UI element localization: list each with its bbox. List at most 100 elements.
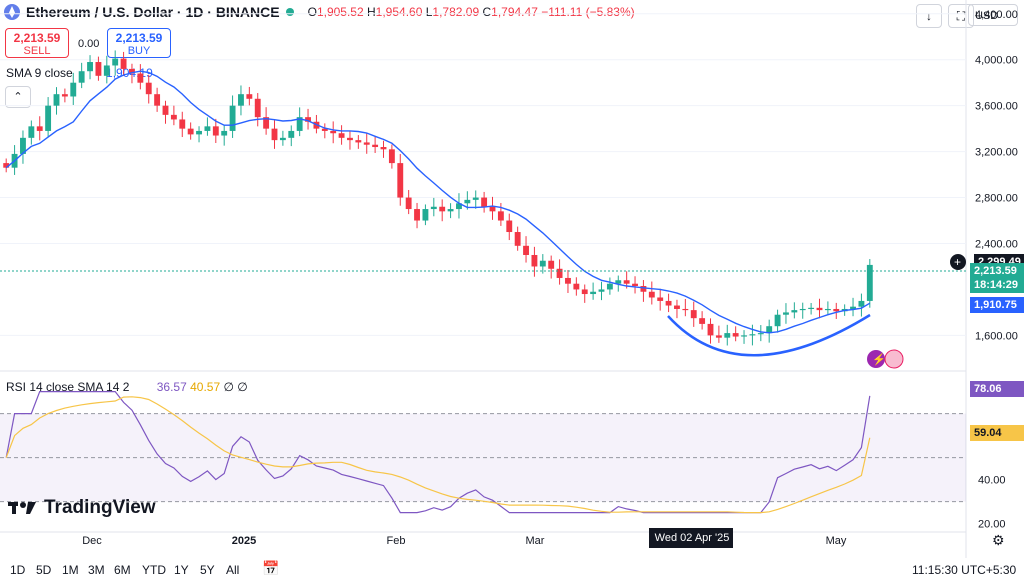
- flash-glyph: ⚡: [872, 353, 886, 366]
- candle-body: [581, 289, 588, 295]
- candle-body: [187, 128, 194, 135]
- clock[interactable]: 11:15:30 UTC+5:30: [912, 563, 1017, 577]
- buy-button[interactable]: 2,213.59 BUY: [107, 28, 171, 58]
- sell-button[interactable]: 2,213.59 SELL: [5, 28, 69, 58]
- candle-body: [221, 130, 228, 136]
- range-ytd[interactable]: YTD: [142, 563, 166, 577]
- top-toolbar: ↓ ⛶: [916, 4, 974, 28]
- fullscreen-icon[interactable]: ⛶: [948, 4, 974, 28]
- candle-body: [439, 206, 446, 212]
- rounded-bottom-annotation: [667, 313, 871, 357]
- candle-body: [95, 62, 102, 76]
- candle-body: [3, 163, 10, 168]
- candle-body: [447, 209, 454, 212]
- candle-body: [757, 333, 764, 335]
- candle-body: [330, 130, 337, 134]
- candle-body: [799, 308, 806, 311]
- candle-body: [741, 335, 747, 337]
- y-tick-label: 4,400.00: [975, 9, 1018, 21]
- candle-body: [271, 128, 278, 141]
- download-icon[interactable]: ↓: [916, 4, 942, 28]
- y-tick-label: 3,200.00: [975, 147, 1018, 159]
- candle-body: [179, 119, 186, 129]
- candle-body: [112, 58, 119, 66]
- currency-select[interactable]: USD: [968, 4, 1018, 26]
- candle-body: [405, 197, 412, 210]
- candle-body: [61, 94, 68, 97]
- candle-body: [850, 306, 856, 309]
- candle-body: [162, 105, 169, 115]
- current-price-label: 2,213.59: [970, 263, 1024, 279]
- range-6m[interactable]: 6M: [114, 563, 131, 577]
- range-5y[interactable]: 5Y: [200, 563, 215, 577]
- range-1y[interactable]: 1Y: [174, 563, 189, 577]
- candle-body: [229, 105, 236, 131]
- candle-body: [665, 300, 672, 306]
- market-status-icon: [285, 8, 294, 16]
- rsi-tick-label: 40.00: [978, 475, 1006, 487]
- candle-body: [397, 163, 404, 198]
- candle-body: [590, 291, 597, 295]
- range-1m[interactable]: 1M: [62, 563, 79, 577]
- candle-body: [715, 335, 722, 338]
- ethereum-icon: [4, 4, 20, 20]
- countdown-label: 18:14:29: [970, 277, 1024, 293]
- candle-body: [279, 137, 286, 141]
- candle-body: [246, 94, 253, 99]
- candle-body: [489, 206, 496, 212]
- y-tick-label: 4,000.00: [975, 55, 1018, 67]
- candle-body: [657, 297, 664, 301]
- candle-body: [456, 203, 462, 210]
- candle-body: [682, 308, 689, 311]
- candle-body: [145, 82, 152, 95]
- collapse-legend-button[interactable]: ⌃: [5, 86, 31, 108]
- candle-body: [288, 130, 295, 138]
- x-tick-label: 2025: [232, 535, 256, 547]
- y-tick-label: 1,600.00: [975, 330, 1018, 342]
- candle-body: [254, 98, 261, 118]
- candle-body: [464, 199, 471, 204]
- candle-body: [808, 307, 815, 309]
- symbol-title[interactable]: Ethereum / U.S. Dollar · 1D · BINANCE: [26, 4, 280, 20]
- rsi-line: [5, 391, 871, 514]
- candle-body: [565, 277, 571, 284]
- rsi-legend[interactable]: RSI 14 close SMA 14 2 36.57 40.57 ∅ ∅: [6, 380, 248, 394]
- candle-body: [296, 117, 303, 131]
- candle-body: [103, 65, 110, 76]
- candle-body: [548, 260, 555, 269]
- range-5d[interactable]: 5D: [36, 563, 52, 577]
- candle-body: [523, 245, 529, 255]
- x-tick-label: May: [826, 535, 847, 547]
- range-all[interactable]: All: [226, 563, 240, 577]
- candle-body: [204, 126, 211, 131]
- candle-body: [212, 126, 219, 136]
- rsi-sma-line: [5, 396, 871, 514]
- tradingview-logo[interactable]: TradingView: [8, 497, 156, 519]
- candle-body: [472, 197, 479, 200]
- candle-body: [238, 94, 244, 106]
- candle-body: [707, 323, 714, 336]
- settings-icon[interactable]: ⚙: [992, 532, 1005, 548]
- spread-value: 0.00: [78, 38, 100, 50]
- candle-body: [816, 307, 823, 311]
- candle-body: [858, 300, 865, 307]
- candle-body: [573, 283, 580, 290]
- candle-body: [749, 334, 756, 336]
- range-3m[interactable]: 3M: [88, 563, 105, 577]
- candle-body: [45, 105, 52, 131]
- rsi-value-label: 78.06: [970, 381, 1024, 397]
- candle-body: [791, 310, 798, 313]
- range-1d[interactable]: 1D: [10, 563, 26, 577]
- y-tick-label: 2,800.00: [975, 193, 1018, 205]
- candle-body: [539, 260, 546, 267]
- plus-glyph: +: [954, 255, 961, 269]
- calendar-icon[interactable]: 📅: [262, 560, 280, 576]
- rsi-sma-value-label: 59.04: [970, 425, 1024, 441]
- candle-body: [388, 149, 395, 164]
- candle-body: [422, 209, 429, 221]
- sma-line: [5, 70, 871, 334]
- candle-body: [506, 220, 513, 233]
- candle-body: [53, 94, 60, 106]
- candle-body: [481, 197, 488, 207]
